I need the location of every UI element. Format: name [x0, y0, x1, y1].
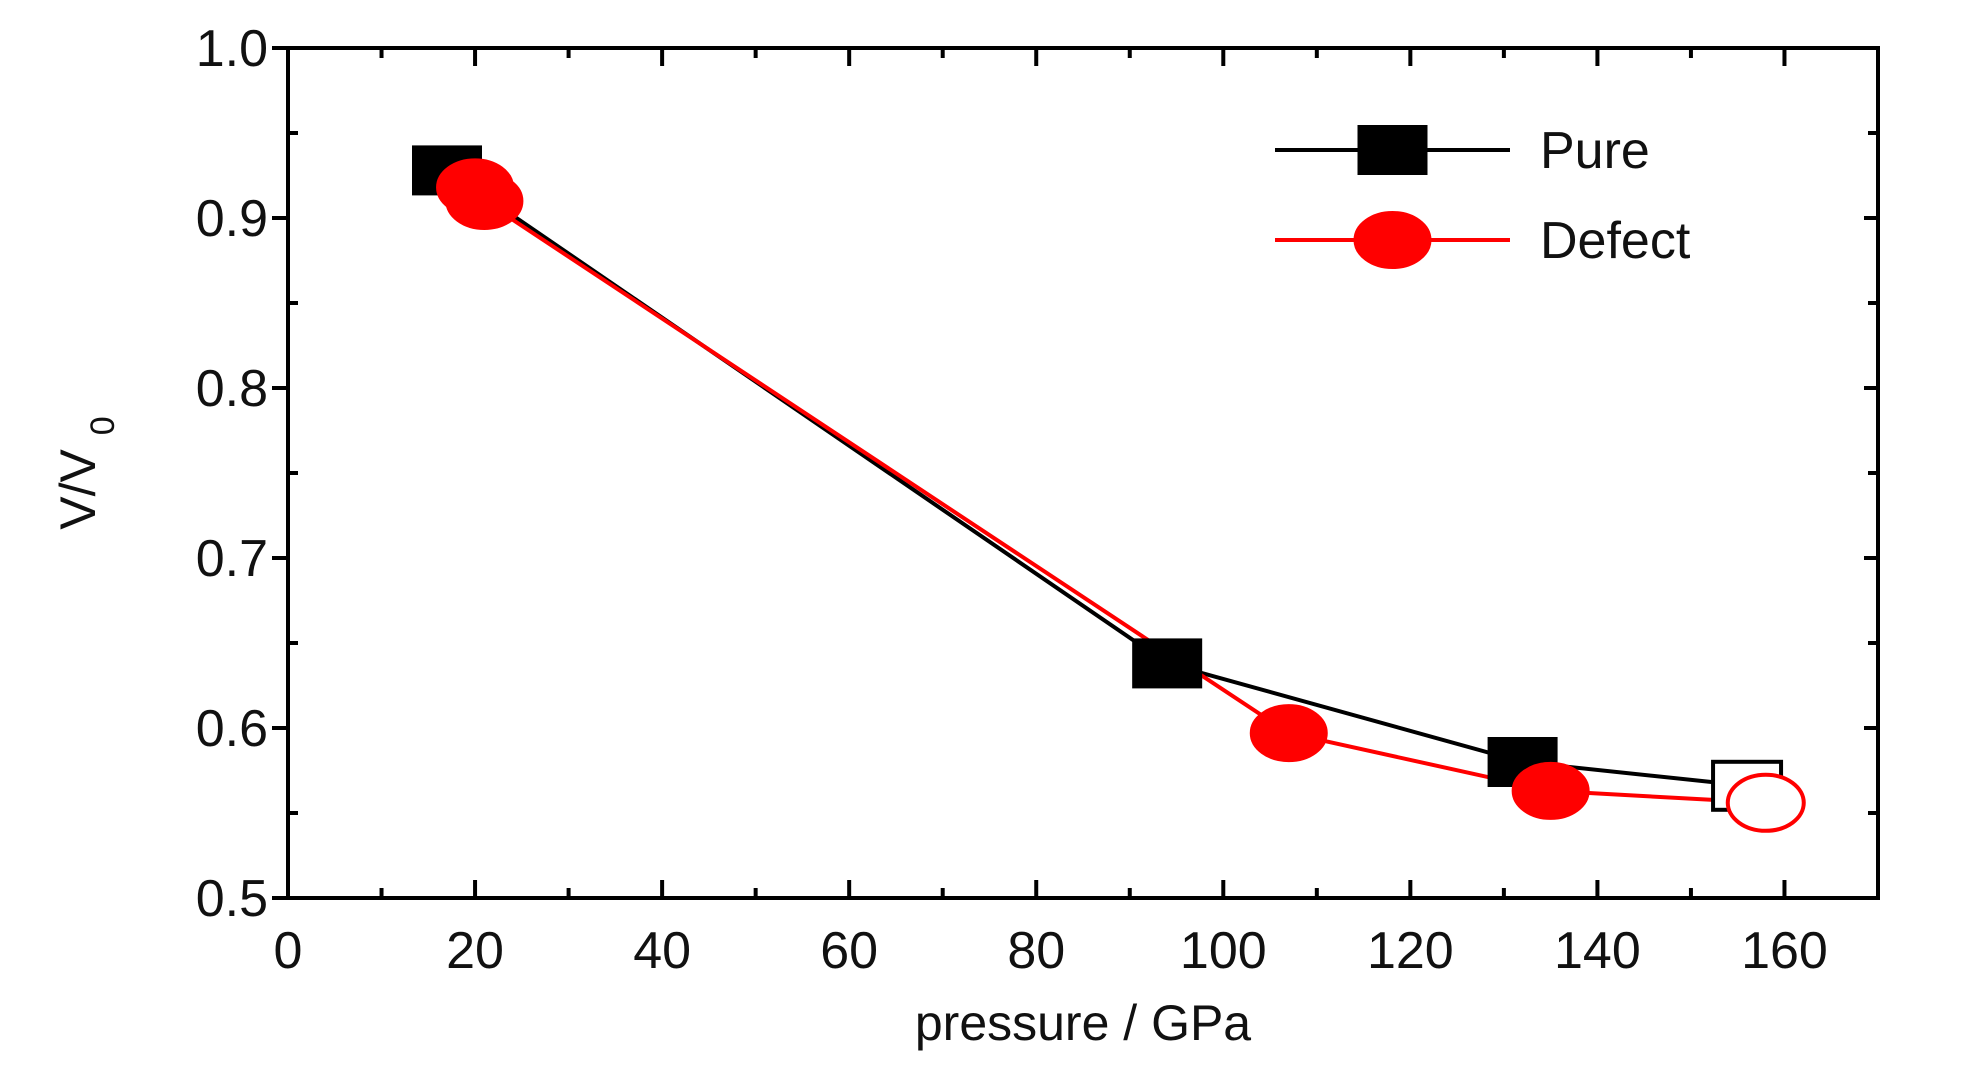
y-tick-label: 0.7: [196, 530, 268, 588]
x-tick-label: 80: [1007, 922, 1065, 980]
x-tick-label: 160: [1741, 922, 1828, 980]
legend-label-defect: Defect: [1540, 212, 1691, 270]
data-point-defect-2: [1249, 704, 1328, 763]
y-tick-label: 0.9: [196, 190, 268, 248]
legend-label-pure: Pure: [1540, 122, 1650, 180]
y-tick-label: 0.5: [196, 870, 268, 928]
data-point-pure-1: [1132, 638, 1203, 689]
x-tick-label: 120: [1367, 922, 1454, 980]
series-line-defect: [473, 186, 1766, 805]
x-tick-label: 140: [1554, 922, 1641, 980]
y-axis-label: V/V 0: [50, 416, 122, 529]
x-tick-label: 60: [820, 922, 878, 980]
plot-frame: [286, 46, 1880, 900]
ticks-layer: 0 20 40 60 80 100 120 140 160 0.5 0.6 0.7 0.8 0.9 1.0: [196, 20, 1878, 980]
series-line-pure: [445, 168, 1748, 788]
x-axis-label: pressure / GPa: [915, 995, 1251, 1051]
legend: Pure Defect: [1275, 122, 1691, 270]
x-tick-label: 100: [1180, 922, 1267, 980]
data-point-defect-1: [445, 172, 524, 230]
data-point-defect-3: [1511, 761, 1590, 820]
data-point-defect-4: [1725, 772, 1806, 833]
x-tick-label: 0: [274, 922, 303, 980]
series-layer: [412, 145, 1806, 833]
y-tick-label: 1.0: [196, 20, 268, 78]
x-tick-label: 40: [633, 922, 691, 980]
y-tick-label: 0.6: [196, 700, 268, 758]
y-axis-label-subscript: 0: [84, 416, 122, 435]
x-tick-label: 20: [446, 922, 504, 980]
legend-marker-pure: [1357, 125, 1428, 175]
y-tick-label: 0.8: [196, 360, 268, 418]
legend-marker-defect: [1353, 211, 1432, 269]
y-axis-label-main: V/V: [50, 448, 106, 529]
